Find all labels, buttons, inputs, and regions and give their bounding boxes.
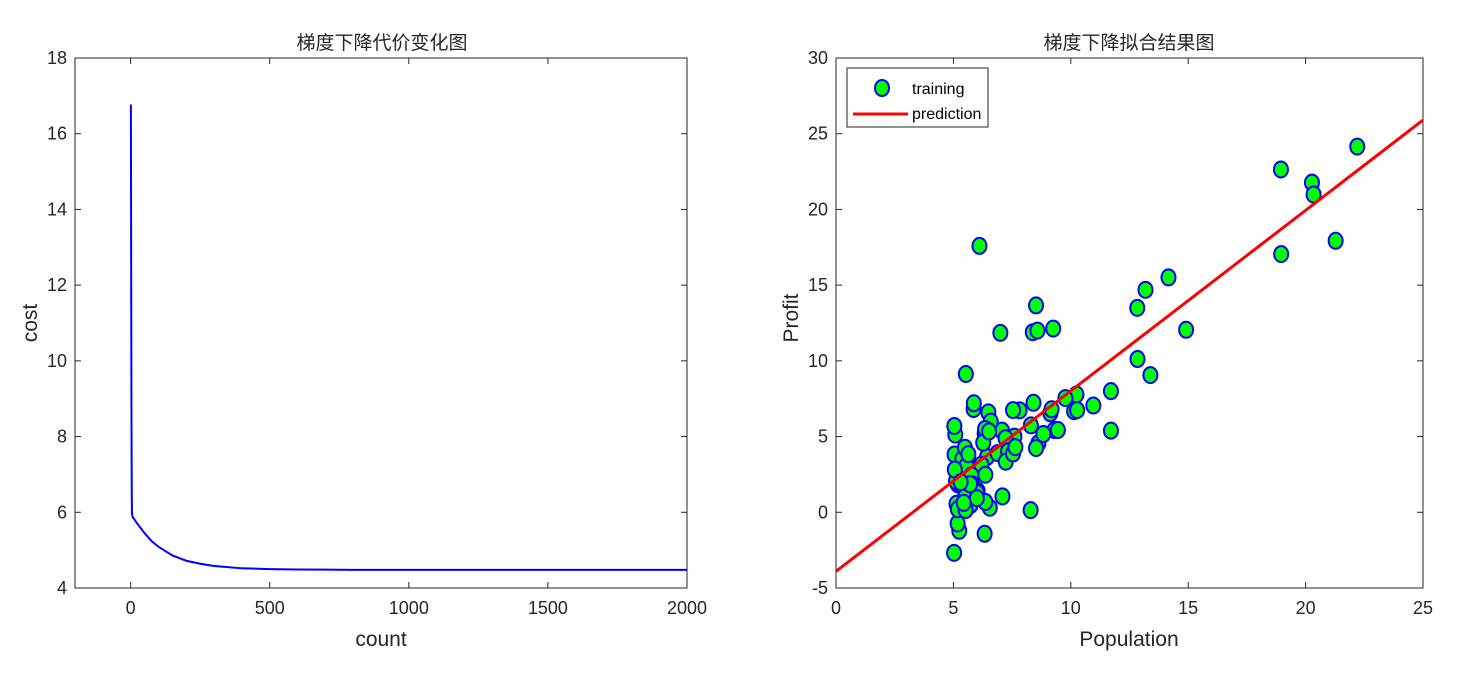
training-point xyxy=(1028,439,1045,458)
fit-chart-x-tick-label: 20 xyxy=(1296,598,1316,618)
fit-chart-x-tick-label: 10 xyxy=(1061,598,1081,618)
training-point xyxy=(1102,382,1119,401)
training-point xyxy=(1005,401,1022,420)
fit-chart-y-tick-label: 30 xyxy=(808,48,828,68)
training-point xyxy=(957,365,974,384)
training-point xyxy=(1160,268,1177,287)
fit-chart-x-ticks: 0 5 10 15 20 25 xyxy=(831,58,1433,618)
training-point xyxy=(1137,280,1154,299)
fit-chart-x-label: Population xyxy=(1079,628,1178,651)
training-point xyxy=(977,465,994,484)
fit-chart-y-label: Profit xyxy=(780,293,803,342)
cost-chart-x-tick-label: 0 xyxy=(126,598,136,618)
training-point xyxy=(960,445,977,464)
training-point xyxy=(1178,320,1195,339)
prediction-line xyxy=(835,118,1424,573)
fit-chart-y-tick-label: 10 xyxy=(808,351,828,371)
training-point xyxy=(994,487,1011,506)
training-point xyxy=(1025,393,1042,412)
cost-chart-y-tick-label: 18 xyxy=(47,48,67,68)
cost-chart-y-tick-label: 6 xyxy=(57,502,67,522)
fit-chart-y-tick-label: 25 xyxy=(808,124,828,144)
legend-box xyxy=(846,67,989,128)
cost-chart-y-tick-label: 16 xyxy=(47,124,67,144)
cost-chart-y-label: cost xyxy=(19,304,42,343)
fit-chart-x-tick-label: 5 xyxy=(948,598,958,618)
legend-training-marker xyxy=(874,79,890,97)
training-point xyxy=(992,323,1009,342)
training-point xyxy=(1022,501,1039,520)
training-point xyxy=(971,236,988,255)
training-point xyxy=(965,394,982,413)
training-point xyxy=(946,416,963,435)
cost-chart-x-tick-label: 500 xyxy=(255,598,285,618)
training-point xyxy=(1273,245,1290,264)
training-point xyxy=(981,422,998,441)
fit-chart-title: 梯度下降拟合结果图 xyxy=(1043,32,1214,54)
training-point xyxy=(1272,160,1289,179)
fit-chart-plot-area xyxy=(835,57,1424,589)
cost-chart-x-tick-label: 1000 xyxy=(389,598,429,618)
cost-curve-line xyxy=(129,104,687,571)
training-point xyxy=(1085,396,1102,415)
cost-chart-x-label: count xyxy=(355,628,407,651)
training-point xyxy=(1069,401,1086,420)
fit-chart-y-tick-label: 5 xyxy=(818,427,828,447)
fit-chart-y-tick-label: -5 xyxy=(812,578,828,598)
training-point xyxy=(1045,319,1062,338)
cost-chart: 梯度下降代价变化图 0 500 1000 1500 2000 4 6 8 10 12 14 16 18… xyxy=(19,32,707,651)
fit-chart-y-ticks: -5 0 5 10 15 20 25 30 xyxy=(808,48,1423,598)
training-point xyxy=(1327,231,1344,250)
cost-chart-title: 梯度下降代价变化图 xyxy=(296,32,467,54)
cost-chart-y-tick-label: 4 xyxy=(57,578,67,598)
fit-chart-y-tick-label: 20 xyxy=(808,199,828,219)
cost-chart-x-tick-label: 1500 xyxy=(528,598,568,618)
cost-chart-y-tick-label: 10 xyxy=(47,351,67,371)
fit-chart-x-tick-label: 15 xyxy=(1178,598,1198,618)
fit-chart-y-tick-label: 0 xyxy=(818,502,828,522)
cost-chart-x-tick-label: 2000 xyxy=(667,598,707,618)
cost-chart-y-ticks: 4 6 8 10 12 14 16 18 xyxy=(47,48,687,598)
training-point xyxy=(1035,425,1052,443)
fit-chart-x-tick-label: 0 xyxy=(831,598,841,618)
fit-chart-x-tick-label: 25 xyxy=(1413,598,1433,618)
training-points xyxy=(946,137,1366,562)
training-point xyxy=(1028,296,1045,315)
fit-chart-legend: training prediction xyxy=(846,67,989,128)
training-point xyxy=(1349,137,1366,156)
legend-prediction-label: prediction xyxy=(912,106,981,123)
training-point xyxy=(1029,321,1046,340)
cost-chart-x-ticks: 0 500 1000 1500 2000 xyxy=(126,58,707,618)
training-point xyxy=(1102,421,1119,440)
training-point xyxy=(1129,298,1146,317)
training-point xyxy=(1142,366,1159,385)
legend-training-label: training xyxy=(912,81,964,98)
cost-chart-y-tick-label: 12 xyxy=(47,275,67,295)
training-point xyxy=(976,524,993,543)
training-point xyxy=(955,493,972,512)
training-point xyxy=(1129,350,1146,369)
cost-chart-y-tick-label: 8 xyxy=(57,427,67,447)
cost-chart-y-tick-label: 14 xyxy=(47,199,67,219)
cost-chart-plot-area xyxy=(74,57,688,589)
training-point xyxy=(946,543,963,562)
fit-chart-y-tick-label: 15 xyxy=(808,275,828,295)
training-point xyxy=(1049,421,1066,440)
training-point xyxy=(1007,438,1024,457)
